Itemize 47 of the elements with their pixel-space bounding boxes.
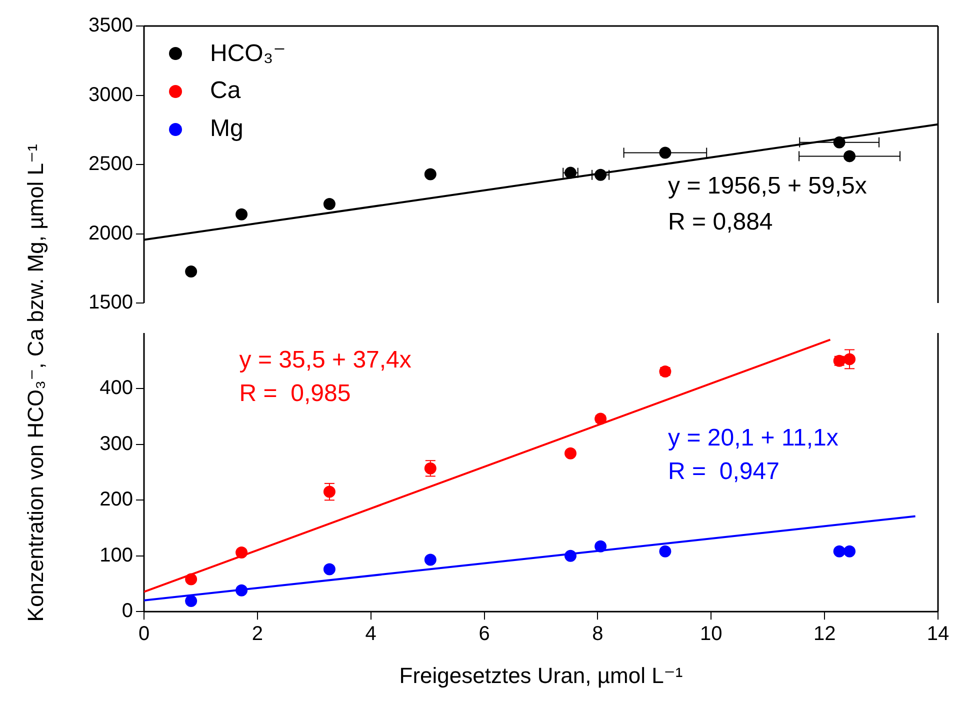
point bbox=[564, 550, 576, 562]
y-tick-label: 2500 bbox=[88, 153, 133, 176]
y-axis-title: Konzentration von HCO₃⁻, Ca bzw. Mg, µmol L⁻¹ bbox=[23, 143, 49, 622]
point bbox=[844, 545, 856, 558]
point bbox=[424, 462, 436, 474]
annotation: y = 1956,5 + 59,5x bbox=[668, 172, 867, 200]
y-tick-label: 2000 bbox=[88, 222, 133, 244]
y-tick-label: 1500 bbox=[88, 292, 133, 314]
point bbox=[833, 545, 846, 558]
point bbox=[594, 168, 607, 181]
x-tick-label: 6 bbox=[478, 623, 490, 646]
x-tick-label: 4 bbox=[365, 623, 376, 646]
point bbox=[659, 545, 672, 558]
annotation: y = 35,5 + 37,4x bbox=[239, 346, 412, 374]
annotation: R = 0,985 bbox=[239, 380, 351, 407]
x-axis-title: Freigesetztes Uran, µmol L⁻¹ bbox=[399, 662, 683, 688]
point bbox=[236, 584, 248, 596]
point bbox=[185, 595, 198, 608]
point bbox=[844, 150, 856, 162]
point bbox=[323, 563, 336, 576]
x-tick-label: 12 bbox=[813, 623, 836, 646]
y-tick-label: 100 bbox=[100, 544, 133, 566]
x-tick-label: 0 bbox=[138, 623, 150, 646]
annotation: R = 0,947 bbox=[668, 458, 780, 485]
point bbox=[594, 540, 607, 552]
x-tick-label: 2 bbox=[252, 623, 263, 646]
y-tick-label: 200 bbox=[100, 488, 133, 511]
point bbox=[323, 486, 336, 498]
point bbox=[424, 554, 436, 566]
y-tick-label: 3500 bbox=[88, 14, 133, 37]
y-tick-label: 0 bbox=[122, 600, 133, 622]
legend-label: HCO₃⁻ bbox=[210, 38, 286, 68]
y-tick-label: 400 bbox=[100, 377, 133, 400]
annotation: y = 20,1 + 11,1x bbox=[668, 424, 838, 452]
point bbox=[185, 266, 198, 278]
annotation: R = 0,884 bbox=[668, 208, 773, 236]
y-tick-label: 300 bbox=[100, 432, 133, 455]
point bbox=[424, 168, 436, 180]
point bbox=[236, 208, 248, 220]
point bbox=[323, 198, 336, 210]
x-tick-label: 10 bbox=[700, 623, 722, 646]
legend-label: Ca bbox=[210, 77, 241, 105]
y-tick-label: 3000 bbox=[88, 84, 133, 106]
point bbox=[844, 353, 856, 366]
x-tick-label: 8 bbox=[592, 623, 604, 646]
legend-label: Mg bbox=[210, 115, 244, 143]
x-tick-label: 14 bbox=[926, 623, 950, 646]
